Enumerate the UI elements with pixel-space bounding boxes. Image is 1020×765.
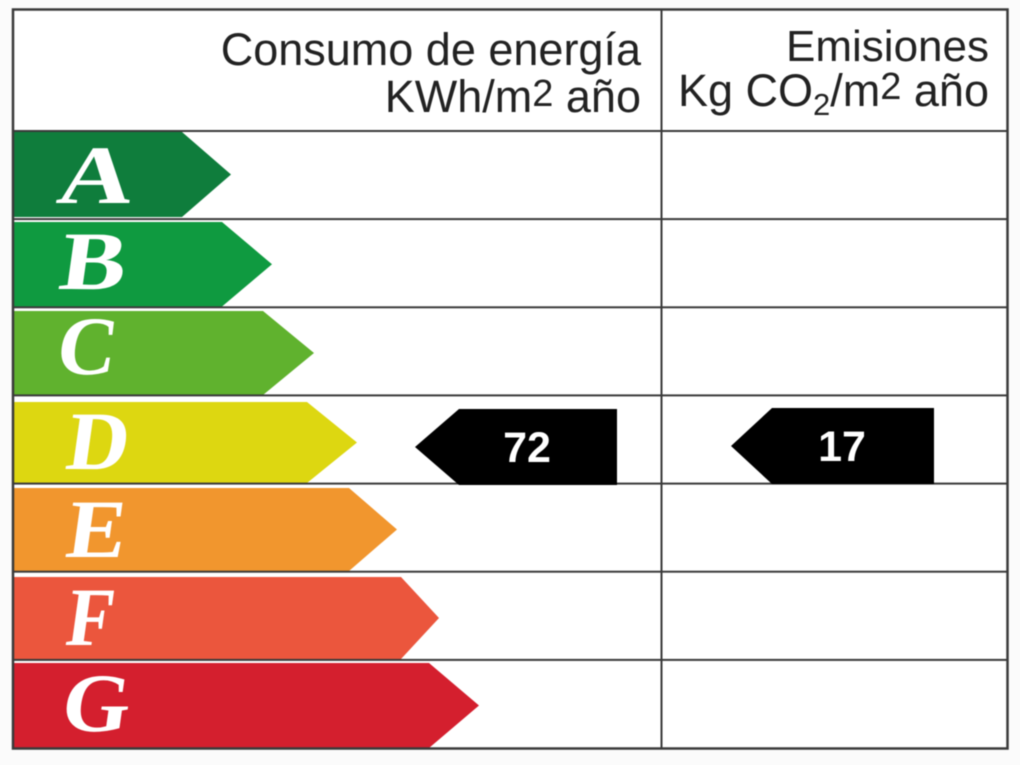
- svg-text:Emisiones: Emisiones: [786, 22, 989, 71]
- svg-text:Consumo de energía: Consumo de energía: [221, 24, 642, 75]
- svg-text:C: C: [51, 301, 124, 393]
- svg-text:KWh/m2 año: KWh/m2 año: [385, 71, 641, 122]
- svg-text:17: 17: [818, 423, 866, 471]
- svg-text:Kg CO2/m2 año: Kg CO2/m2 año: [678, 65, 989, 122]
- svg-text:B: B: [54, 216, 133, 308]
- svg-text:A: A: [52, 130, 140, 222]
- svg-text:72: 72: [503, 424, 551, 472]
- svg-text:D: D: [61, 396, 136, 488]
- svg-text:E: E: [61, 484, 133, 576]
- svg-text:G: G: [56, 658, 137, 750]
